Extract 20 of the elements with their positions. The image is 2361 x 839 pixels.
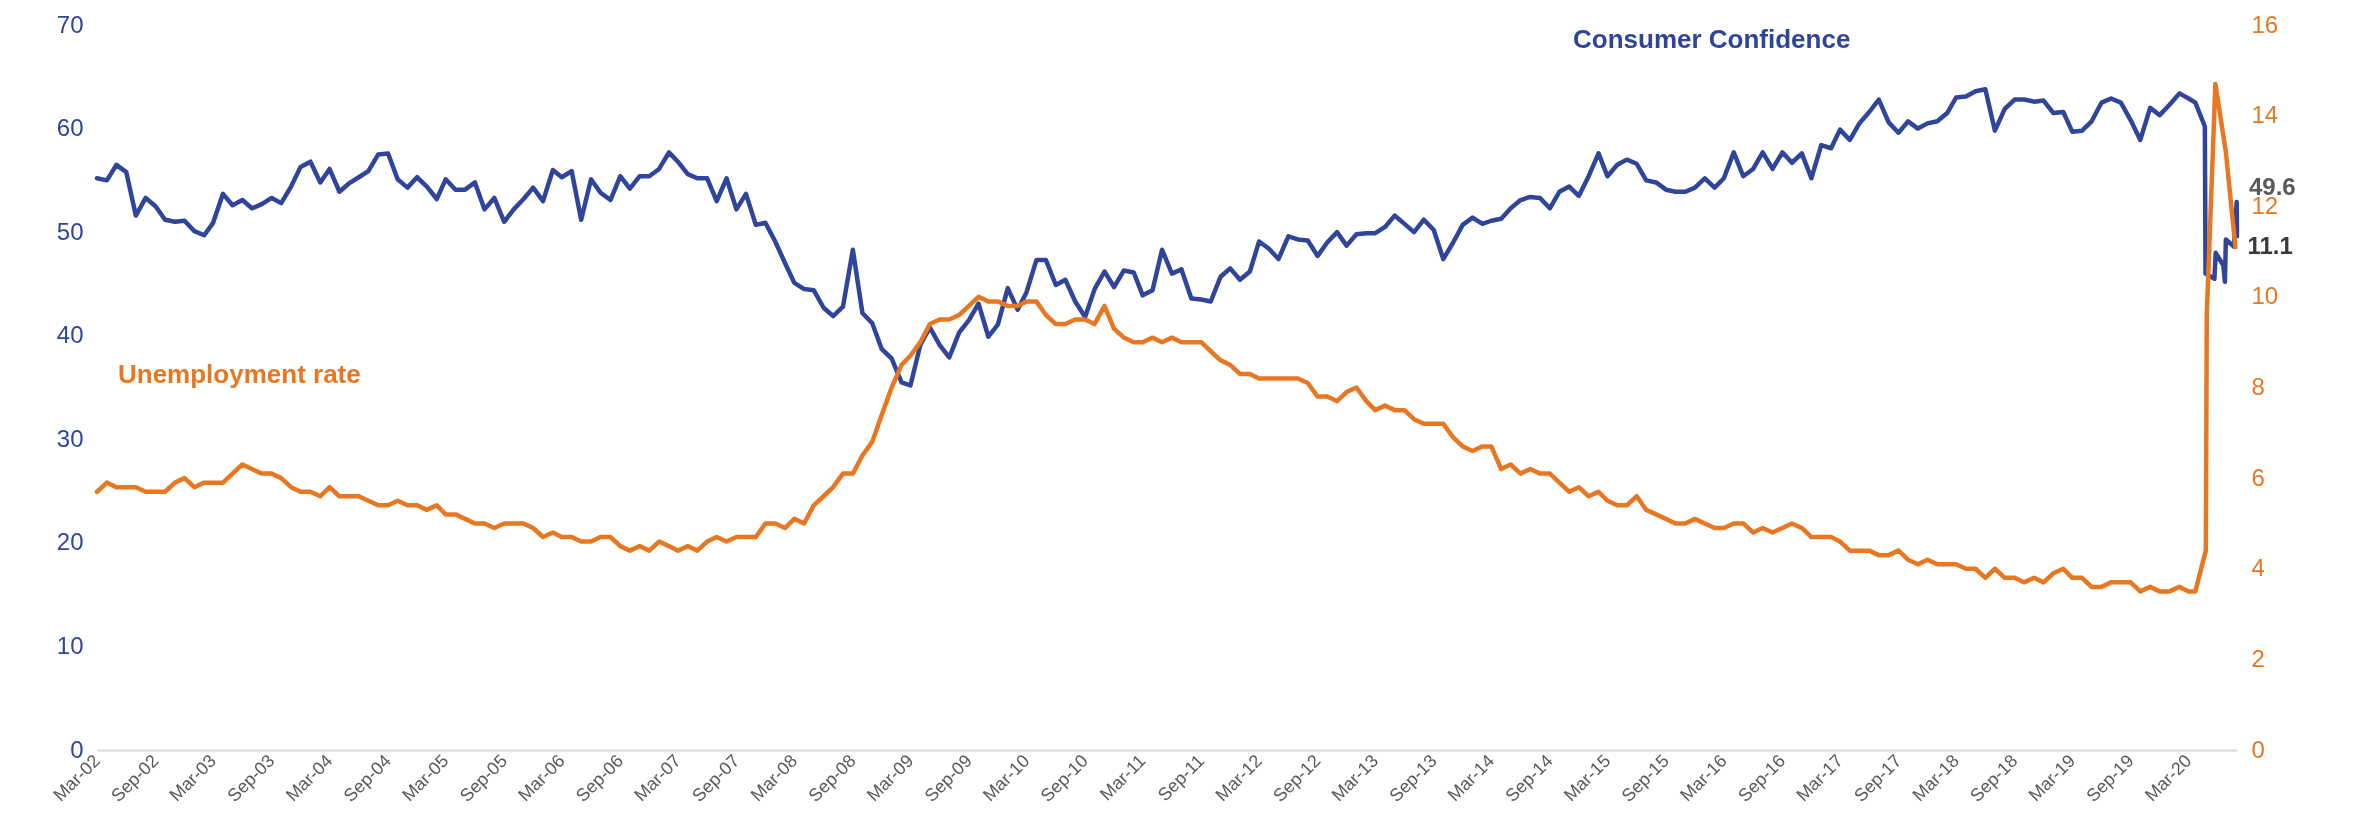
y2-tick-label: 16: [2251, 10, 2279, 38]
y-tick-label: 30: [56, 424, 84, 452]
y2-tick-label: 8: [2251, 373, 2265, 400]
data-label: 11.1: [2247, 232, 2293, 260]
y-tick-label: 70: [56, 10, 84, 38]
text: Consumer Confidence: [1573, 24, 1851, 54]
y-tick-label: 40: [56, 321, 84, 349]
y2-tick-label: 4: [2251, 554, 2265, 582]
y2-tick-label: 6: [2251, 463, 2265, 491]
y-tick-label: 50: [56, 217, 84, 245]
y2-tick-label: 0: [2251, 735, 2265, 763]
y-tick-label: 10: [56, 631, 84, 659]
y2-tick-label: 14: [2251, 101, 2279, 129]
y2-tick-label: 2: [2251, 644, 2265, 672]
y-tick-label: 20: [56, 528, 84, 556]
y-tick-label: 60: [56, 114, 84, 142]
text: Unemployment rate: [118, 359, 361, 389]
line-series: [94, 81, 2238, 594]
line-series: [94, 86, 2240, 388]
y2-tick-label: 10: [2251, 282, 2279, 310]
